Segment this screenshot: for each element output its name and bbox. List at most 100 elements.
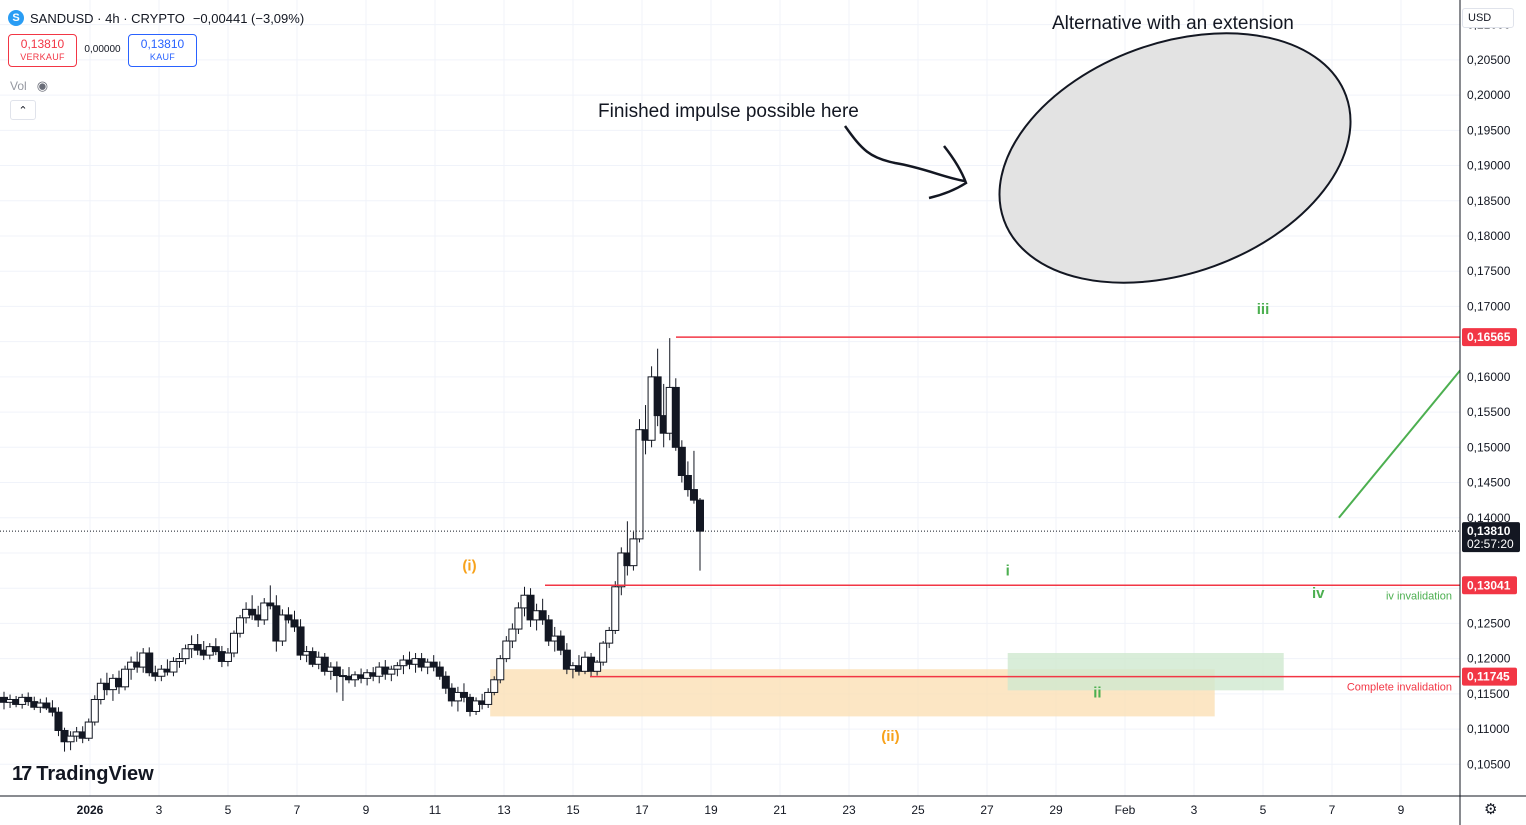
candle[interactable] bbox=[145, 647, 154, 677]
eye-off-icon[interactable]: ◉ bbox=[36, 78, 49, 93]
candle[interactable] bbox=[677, 440, 686, 483]
candle-body-up bbox=[635, 429, 644, 540]
tradingview-logo[interactable]: 17 TradingView bbox=[12, 763, 154, 786]
candle[interactable] bbox=[211, 638, 220, 656]
annotations: Finished impulse possible here Alternativ… bbox=[598, 13, 1294, 200]
time-tick-label: 7 bbox=[294, 803, 301, 817]
candle-body-down bbox=[42, 702, 51, 709]
candle-body-up bbox=[175, 658, 184, 662]
candle[interactable] bbox=[653, 348, 662, 427]
candle[interactable] bbox=[260, 598, 269, 625]
candle-body-down bbox=[538, 610, 547, 621]
chart-header: S SANDUSD · 4h · CRYPTO −0,00441 (−3,09%… bbox=[8, 10, 304, 26]
candle[interactable] bbox=[508, 623, 517, 649]
price-tick-label: 0,12000 bbox=[1467, 652, 1511, 666]
last-price-bg bbox=[1462, 522, 1520, 553]
candle[interactable] bbox=[617, 547, 626, 596]
candle-body-up bbox=[611, 586, 620, 631]
candle[interactable] bbox=[42, 697, 51, 711]
candle[interactable] bbox=[599, 641, 608, 666]
candle-body-down bbox=[193, 644, 202, 651]
candle[interactable] bbox=[320, 653, 329, 676]
candle[interactable] bbox=[351, 671, 360, 687]
logo-text: TradingView bbox=[36, 763, 154, 785]
currency-selector[interactable]: USD bbox=[1462, 8, 1514, 28]
candle-body-down bbox=[248, 608, 257, 616]
time-tick-label: 9 bbox=[363, 803, 370, 817]
candle[interactable] bbox=[54, 707, 63, 737]
candle[interactable] bbox=[514, 602, 523, 634]
candle[interactable] bbox=[538, 598, 547, 625]
candle-body-down bbox=[677, 446, 686, 476]
candle[interactable] bbox=[296, 619, 305, 661]
candle-body-down bbox=[459, 691, 468, 698]
candle[interactable] bbox=[48, 700, 57, 717]
candle[interactable] bbox=[671, 378, 680, 451]
candle[interactable] bbox=[441, 671, 450, 694]
candle[interactable] bbox=[459, 683, 468, 703]
candle[interactable] bbox=[248, 595, 257, 620]
candle[interactable] bbox=[284, 607, 293, 624]
candle[interactable] bbox=[435, 661, 444, 680]
candle[interactable] bbox=[157, 664, 166, 682]
candle[interactable] bbox=[683, 461, 692, 497]
candle[interactable] bbox=[84, 718, 93, 742]
candle[interactable] bbox=[181, 644, 190, 665]
candle[interactable] bbox=[66, 731, 75, 751]
time-tick-label: 5 bbox=[225, 803, 232, 817]
candle[interactable] bbox=[593, 660, 602, 676]
candle[interactable] bbox=[332, 661, 341, 693]
candle[interactable] bbox=[472, 697, 481, 715]
candle[interactable] bbox=[635, 419, 644, 543]
price-tick-label: 0,12500 bbox=[1467, 616, 1511, 630]
candle[interactable] bbox=[266, 585, 275, 610]
candle[interactable] bbox=[689, 450, 698, 504]
candle[interactable] bbox=[121, 665, 130, 691]
candle[interactable] bbox=[544, 614, 553, 646]
candle[interactable] bbox=[605, 626, 614, 649]
time-tick-label: 13 bbox=[497, 803, 511, 817]
time-tick-label: 23 bbox=[842, 803, 856, 817]
volume-indicator[interactable]: Vol ◉ bbox=[10, 78, 48, 94]
time-tick-label: 15 bbox=[566, 803, 580, 817]
sell-button[interactable]: 0,13810 VERKAUF bbox=[8, 34, 77, 67]
candle[interactable] bbox=[223, 648, 232, 667]
candle[interactable] bbox=[484, 688, 493, 708]
time-tick-label: 17 bbox=[635, 803, 649, 817]
candle[interactable] bbox=[562, 643, 571, 675]
candle-body-up bbox=[472, 700, 481, 712]
candle[interactable] bbox=[490, 676, 499, 696]
candle[interactable] bbox=[502, 636, 511, 663]
candle[interactable] bbox=[611, 581, 620, 634]
chevron-up-icon[interactable]: ⌃ bbox=[10, 100, 36, 120]
time-tick-label: 3 bbox=[156, 803, 163, 817]
sell-price: 0,13810 bbox=[20, 36, 65, 51]
candle[interactable] bbox=[696, 498, 704, 571]
candle[interactable] bbox=[236, 614, 245, 638]
buy-button[interactable]: 0,13810 KAUF bbox=[128, 34, 197, 67]
candle[interactable] bbox=[556, 630, 565, 656]
candle[interactable] bbox=[169, 657, 178, 677]
candle[interactable] bbox=[278, 609, 287, 646]
candle[interactable] bbox=[193, 633, 202, 656]
gear-icon[interactable]: ⚙ bbox=[1484, 801, 1498, 818]
candle[interactable] bbox=[496, 655, 505, 684]
candle[interactable] bbox=[24, 692, 33, 706]
candle[interactable] bbox=[629, 531, 638, 571]
candle[interactable] bbox=[429, 655, 438, 672]
candle[interactable] bbox=[290, 610, 299, 632]
time-tick-label: 11 bbox=[429, 803, 442, 817]
candle[interactable] bbox=[229, 630, 238, 658]
candle[interactable] bbox=[363, 669, 372, 686]
candle[interactable] bbox=[90, 695, 99, 726]
level-price-tag: 0,11745 bbox=[1462, 667, 1517, 686]
last-price-text: 0,13810 bbox=[1467, 524, 1511, 538]
candle-body-up bbox=[508, 628, 517, 642]
candle[interactable] bbox=[526, 588, 535, 627]
candle[interactable] bbox=[387, 665, 396, 682]
symbol-title[interactable]: SANDUSD · 4h · CRYPTO bbox=[30, 10, 185, 26]
candle[interactable] bbox=[393, 662, 402, 677]
candle[interactable] bbox=[96, 678, 105, 705]
candle[interactable] bbox=[175, 653, 184, 668]
